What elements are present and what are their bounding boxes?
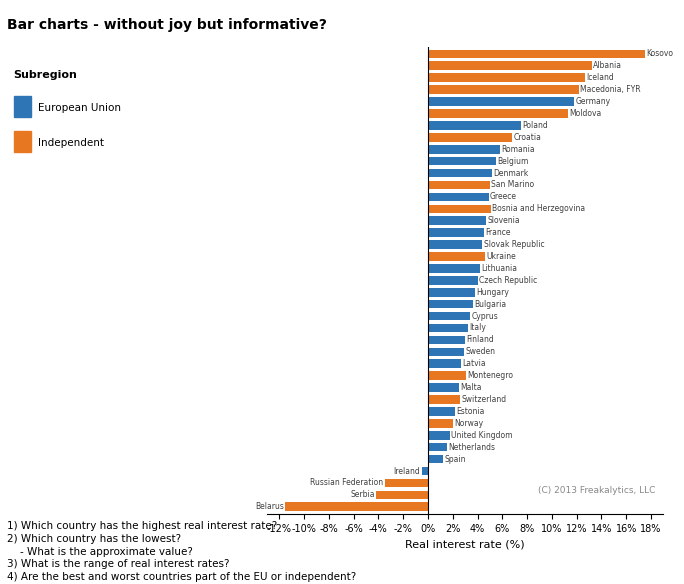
Bar	[428, 407, 456, 416]
Text: Cyprus: Cyprus	[471, 312, 498, 321]
Text: Germany: Germany	[575, 97, 611, 106]
Text: Czech Republic: Czech Republic	[479, 276, 537, 285]
Text: Albania: Albania	[593, 61, 622, 70]
Text: United Kingdom: United Kingdom	[451, 431, 513, 440]
Bar	[376, 491, 428, 499]
Text: Serbia: Serbia	[350, 491, 375, 499]
Bar	[428, 383, 459, 392]
Bar	[428, 300, 473, 308]
Bar	[428, 395, 460, 404]
Bar	[428, 455, 443, 463]
Text: Slovenia: Slovenia	[488, 216, 520, 225]
Bar	[428, 371, 466, 380]
Bar	[428, 50, 645, 58]
Text: Latvia: Latvia	[462, 359, 486, 369]
Text: Ukraine: Ukraine	[486, 252, 516, 261]
Bar	[428, 431, 450, 440]
Text: Subregion: Subregion	[14, 70, 77, 80]
Text: Iceland: Iceland	[587, 73, 614, 82]
Bar	[428, 443, 447, 451]
Bar	[428, 61, 592, 70]
Text: Independent: Independent	[38, 138, 103, 148]
X-axis label: Real interest rate (%): Real interest rate (%)	[406, 539, 525, 549]
Bar	[428, 193, 488, 201]
Bar	[384, 479, 428, 487]
Text: Bosnia and Herzegovina: Bosnia and Herzegovina	[492, 204, 586, 213]
Text: Montenegro: Montenegro	[468, 371, 514, 380]
Text: Sweden: Sweden	[465, 347, 495, 356]
Text: Belarus: Belarus	[255, 502, 284, 511]
Bar	[428, 419, 453, 427]
Text: European Union: European Union	[38, 103, 120, 113]
Text: Macedonia, FYR: Macedonia, FYR	[581, 85, 641, 94]
Bar	[428, 336, 465, 344]
Bar	[285, 502, 428, 511]
Text: Ireland: Ireland	[394, 467, 421, 475]
Bar	[428, 288, 475, 297]
Text: Croatia: Croatia	[514, 133, 541, 142]
Text: 2) Which country has the lowest?: 2) Which country has the lowest?	[7, 534, 181, 544]
Bar	[428, 324, 468, 332]
Bar	[422, 467, 428, 475]
Bar	[428, 98, 575, 106]
Bar	[428, 252, 485, 261]
Text: Netherlands: Netherlands	[448, 443, 495, 451]
Text: - What is the approximate value?: - What is the approximate value?	[7, 547, 193, 557]
Text: Slovak Republic: Slovak Republic	[484, 240, 544, 249]
Bar	[428, 217, 486, 225]
Text: Lithuania: Lithuania	[482, 264, 517, 273]
Bar	[428, 360, 462, 368]
Text: Bulgaria: Bulgaria	[474, 300, 506, 309]
Text: 4) Are the best and worst countries part of the EU or independent?: 4) Are the best and worst countries part…	[7, 572, 356, 582]
Bar	[428, 312, 470, 321]
Text: Hungary: Hungary	[476, 288, 509, 297]
Text: (C) 2013 Freakalytics, LLC: (C) 2013 Freakalytics, LLC	[538, 486, 655, 495]
Bar	[428, 228, 484, 237]
Text: Kosovo: Kosovo	[646, 50, 673, 58]
Bar	[428, 145, 500, 154]
Text: Romania: Romania	[501, 145, 535, 154]
Bar	[428, 240, 482, 249]
Text: Bar charts - without joy but informative?: Bar charts - without joy but informative…	[7, 18, 327, 32]
Bar	[428, 74, 586, 82]
Text: Moldova: Moldova	[569, 109, 601, 118]
Bar	[428, 85, 579, 94]
Bar	[428, 347, 464, 356]
Text: Denmark: Denmark	[494, 169, 529, 178]
Text: Poland: Poland	[522, 121, 548, 130]
Bar	[428, 133, 512, 141]
Text: San Marino: San Marino	[491, 180, 534, 189]
Text: Estonia: Estonia	[456, 407, 485, 416]
Bar	[428, 204, 491, 213]
Bar	[428, 157, 496, 165]
Text: Russian Federation: Russian Federation	[310, 478, 383, 488]
Text: 1) Which country has the highest real interest rate?: 1) Which country has the highest real in…	[7, 521, 277, 531]
Bar	[428, 121, 521, 130]
Bar	[428, 169, 492, 178]
Text: 3) What is the range of real interest rates?: 3) What is the range of real interest ra…	[7, 559, 229, 569]
Bar	[428, 109, 568, 118]
Text: Italy: Italy	[469, 324, 486, 332]
Text: Spain: Spain	[444, 454, 466, 464]
Text: Finland: Finland	[466, 335, 494, 345]
Text: Malta: Malta	[460, 383, 482, 392]
Text: Norway: Norway	[454, 419, 483, 428]
Bar	[428, 264, 480, 273]
Text: France: France	[485, 228, 510, 237]
Bar	[428, 276, 477, 284]
Bar	[428, 180, 490, 189]
Text: Greece: Greece	[490, 192, 517, 201]
Text: Switzerland: Switzerland	[462, 395, 507, 404]
Text: Belgium: Belgium	[497, 157, 529, 166]
